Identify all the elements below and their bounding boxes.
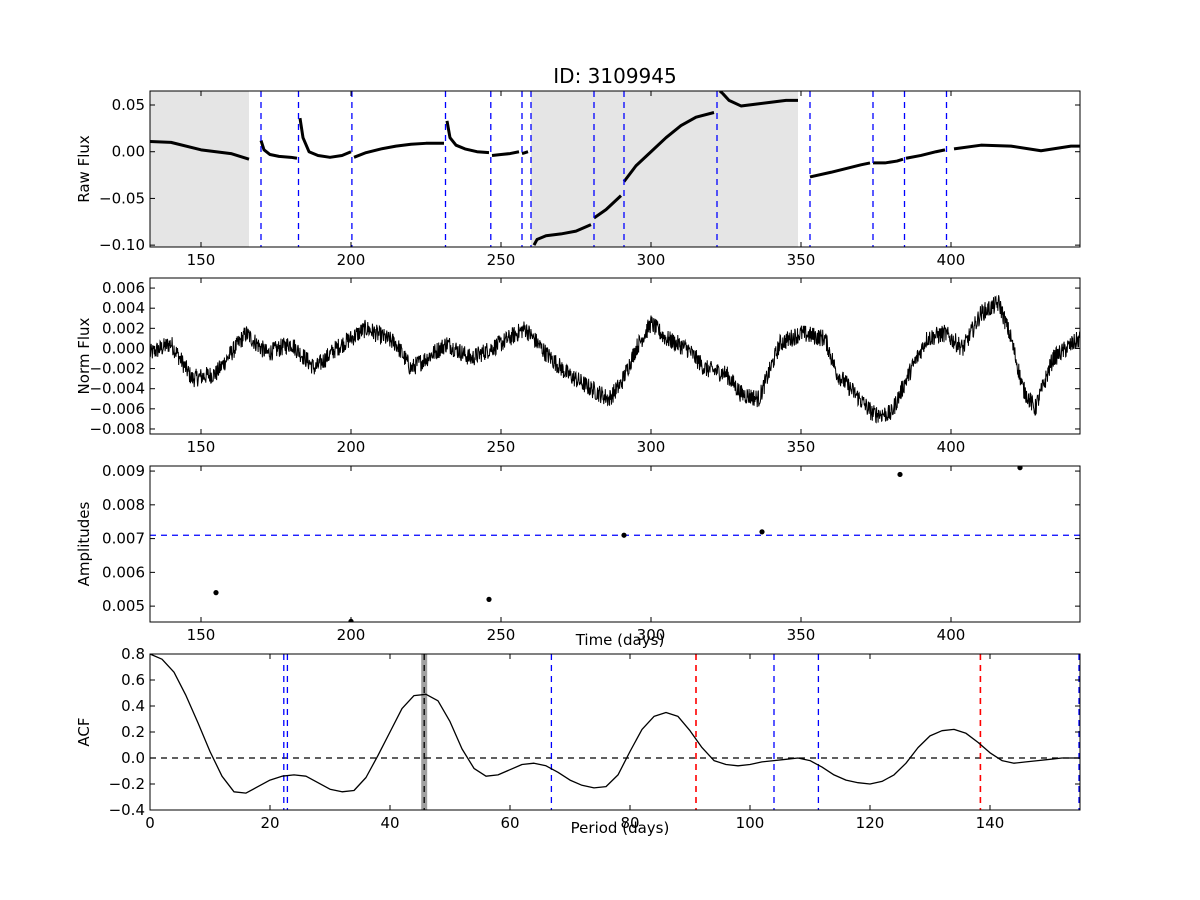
acf-xtick-label: 140 [976, 814, 1005, 832]
norm-flux-ytick-label: 0.000 [102, 339, 145, 357]
raw-flux-segment [718, 91, 798, 108]
acf-ylabel: ACF [75, 717, 93, 746]
norm-flux-ytick-label: 0.006 [102, 279, 145, 297]
acf-frame [149, 653, 1081, 811]
amplitudes-xtick-label: 300 [637, 626, 666, 644]
amplitude-point [486, 596, 492, 602]
amplitudes-xtick-label: 250 [487, 626, 516, 644]
amplitudes-xtick-label: 200 [337, 626, 366, 644]
acf-xtick-label: 60 [500, 814, 519, 832]
amplitudes-panel: 150 200 250 300 350 400 0.009 0.008 0.007 0.006 0.… [75, 462, 1081, 649]
amplitude-point [213, 590, 219, 596]
norm-flux-ytick-label: −0.004 [89, 380, 145, 398]
amplitudes-ylabel: Amplitudes [75, 501, 93, 586]
norm-flux-line [150, 295, 1080, 424]
clip-acf-plot-area [150, 654, 1080, 810]
amplitudes-xtick-label: 350 [787, 626, 816, 644]
raw-flux-xtick-label: 150 [187, 251, 216, 269]
raw-flux-segment [905, 148, 946, 160]
norm-flux-xtick-label: 200 [337, 438, 366, 456]
amplitude-point [1017, 466, 1023, 471]
acf-ytick-label: 0.4 [121, 697, 145, 715]
raw-flux-segment [150, 139, 250, 161]
amplitudes-xtick-label: 400 [937, 626, 966, 644]
acf-xtick-label: 120 [856, 814, 885, 832]
norm-flux-xtick-label: 150 [187, 438, 216, 456]
acf-ytick-label: 0.8 [121, 645, 145, 663]
raw-flux-segment [298, 117, 352, 159]
raw-flux-frame [149, 90, 1081, 248]
raw-flux-segment [259, 140, 298, 160]
raw-flux-xtick-label: 200 [337, 251, 366, 269]
acf-ytick-label: 0.6 [121, 671, 145, 689]
raw-flux-ytick-label: 0.00 [112, 143, 145, 161]
raw-flux-segment [873, 157, 904, 165]
norm-flux-ytick-label: −0.002 [89, 360, 145, 378]
amplitudes-ytick-label: 0.008 [102, 496, 145, 514]
raw-flux-segment [491, 150, 520, 157]
norm-flux-panel: 150 200 250 300 350 400 0.006 0.004 0.002 0.000 −0… [75, 277, 1081, 456]
amplitudes-ytick-label: 0.006 [102, 563, 145, 581]
raw-flux-xtick-label: 350 [787, 251, 816, 269]
acf-xtick-label: 100 [736, 814, 765, 832]
acf-xtick-label: 80 [620, 814, 639, 832]
clip-amp-plot-area [150, 466, 1080, 622]
amplitudes-ytick-label: 0.005 [102, 597, 145, 615]
acf-ytick-label: 0.2 [121, 723, 145, 741]
acf-xtick-label: 40 [380, 814, 399, 832]
raw-flux-shaded-span [150, 91, 249, 247]
amplitude-point [621, 532, 627, 538]
raw-flux-segment [809, 161, 871, 179]
raw-flux-xtick-label: 250 [487, 251, 516, 269]
acf-xtick-label: 20 [260, 814, 279, 832]
raw-flux-panel: 150 200 250 300 350 400 0.05 0.00 −0.05 −0.10 Raw … [75, 90, 1081, 269]
clip-raw-plot-area [150, 91, 1080, 247]
norm-flux-frame [149, 277, 1081, 435]
amplitudes-frame [149, 465, 1081, 623]
amplitude-point [759, 529, 765, 535]
raw-flux-ytick-label: −0.10 [99, 236, 145, 254]
raw-flux-xtick-label: 400 [937, 251, 966, 269]
raw-flux-ytick-label: 0.05 [112, 96, 145, 114]
raw-flux-shaded-span [531, 91, 798, 247]
acf-xtick-label: 0 [145, 814, 155, 832]
acf-ytick-label: −0.4 [109, 801, 145, 819]
raw-flux-segment [353, 141, 444, 159]
figure-title: ID: 3109945 [553, 64, 676, 88]
raw-flux-segment [532, 223, 592, 246]
clip-norm-plot-area [150, 295, 1080, 424]
raw-flux-segment [521, 150, 529, 156]
raw-flux-segment [622, 111, 715, 183]
norm-flux-ytick-label: −0.008 [89, 420, 145, 438]
acf-ytick-label: −0.2 [109, 775, 145, 793]
acf-panel: 0 20 40 60 80 100 120 140 0.8 0.6 0.4 0.2 0.0 −0.2 −0.… [75, 645, 1081, 837]
amplitudes-ytick-label: 0.009 [102, 462, 145, 480]
amplitudes-ytick-label: 0.007 [102, 530, 145, 548]
amplitudes-xtick-label: 150 [187, 626, 216, 644]
norm-flux-ylabel: Norm Flux [75, 317, 93, 394]
norm-flux-ytick-label: −0.006 [89, 400, 145, 418]
raw-flux-segment [445, 120, 490, 155]
norm-flux-xtick-label: 400 [937, 438, 966, 456]
norm-flux-xtick-label: 350 [787, 438, 816, 456]
acf-ytick-label: 0.0 [121, 749, 145, 767]
raw-flux-ylabel: Raw Flux [75, 135, 93, 203]
acf-xlabel: Period (days) [571, 819, 670, 837]
raw-flux-segment [953, 143, 1080, 153]
raw-flux-xtick-label: 300 [637, 251, 666, 269]
raw-flux-segment [593, 194, 623, 220]
raw-flux-ytick-label: −0.05 [99, 189, 145, 207]
norm-flux-ytick-label: 0.004 [102, 299, 145, 317]
amplitudes-xlabel: Time (days) [575, 631, 665, 649]
norm-flux-ytick-label: 0.002 [102, 319, 145, 337]
norm-flux-xtick-label: 250 [487, 438, 516, 456]
norm-flux-xtick-label: 300 [637, 438, 666, 456]
amplitude-point [897, 471, 903, 478]
acf-curve [150, 654, 1080, 794]
